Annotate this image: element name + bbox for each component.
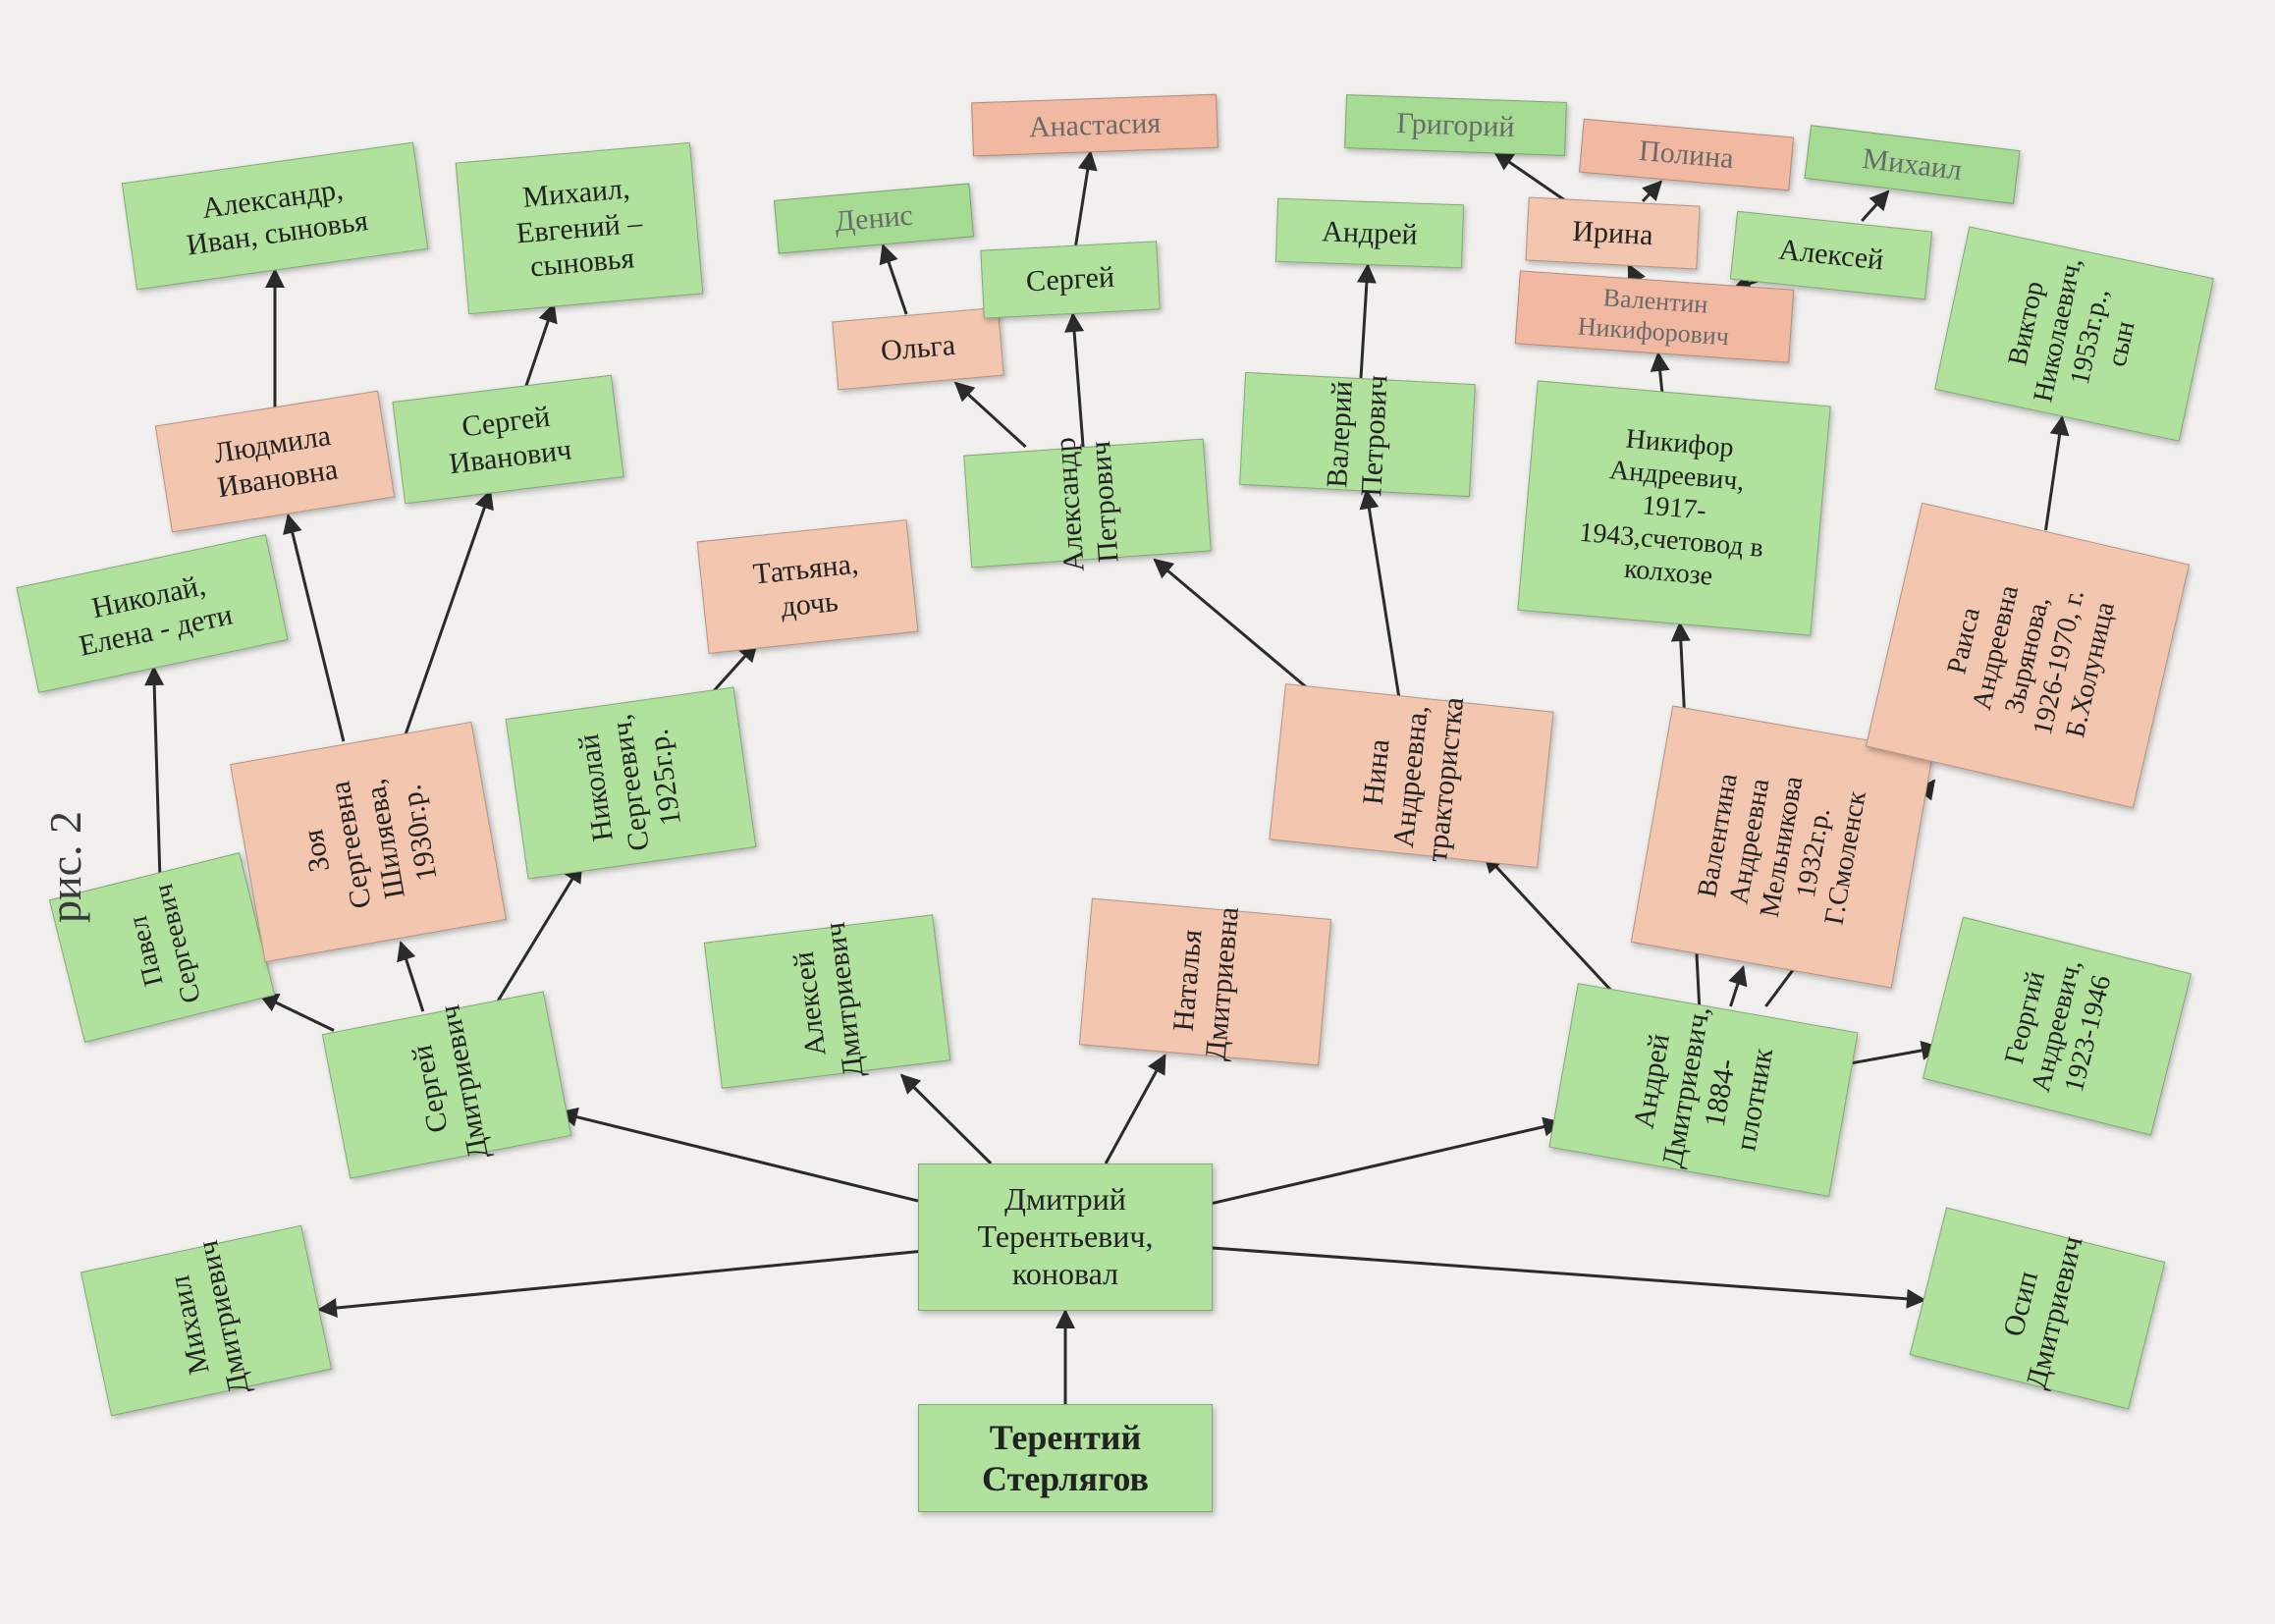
tree-node-label: Ирина <box>1572 214 1654 253</box>
tree-node-label: Нина Андреевна, трактористка <box>1351 688 1472 864</box>
tree-node-label: Александр Петрович <box>1048 434 1126 573</box>
tree-edge <box>1658 353 1662 393</box>
tree-node-alex_ivan: Александр, Иван, сыновья <box>122 142 428 291</box>
tree-node-label: Валерий Петрович <box>1320 372 1395 497</box>
tree-node-label: Георгий Андреевич, 1923-1946 <box>1993 948 2120 1103</box>
tree-node-label: Дмитрий Терентьевич, коновал <box>978 1181 1154 1292</box>
tree-node-label: Валентин Никифорович <box>1577 282 1732 352</box>
tree-node-label: Андрей Дмитриевич, 1884- плотник <box>1621 998 1786 1182</box>
tree-node-sergey2: Сергей <box>980 241 1160 318</box>
tree-node-label: Александр, Иван, сыновья <box>180 169 370 263</box>
tree-edge <box>901 1075 991 1164</box>
tree-edge <box>492 864 582 1011</box>
tree-edge <box>404 491 491 741</box>
tree-node-label: Павел Сергеевич <box>116 881 208 1014</box>
tree-node-label: Михаил Дмитриевич <box>156 1237 256 1404</box>
tree-edge <box>319 1252 918 1310</box>
tree-node-mikh_evg: Михаил, Евгений – сыновья <box>456 142 704 314</box>
tree-node-zoya: Зоя Сергеевна Шиляева, 1930г.р. <box>230 722 507 962</box>
tree-edge <box>1073 314 1083 447</box>
tree-node-terentiy: Терентий Стерлягов <box>918 1404 1213 1512</box>
tree-edge <box>1213 1248 1924 1300</box>
tree-node-label: Зоя Сергеевна Шиляева, 1930г.р. <box>289 767 448 917</box>
tree-node-alex_p: Александр Петрович <box>963 439 1211 568</box>
tree-node-label: Никифор Андреевич, 1917- 1943,счетовод в… <box>1575 419 1773 597</box>
tree-edge <box>1106 1056 1165 1164</box>
tree-node-label: Анастасия <box>1028 105 1161 144</box>
tree-node-georgiy: Георгий Андреевич, 1923-1946 <box>1923 916 2192 1135</box>
tree-node-label: Алексей <box>1777 233 1885 278</box>
tree-node-sergey_d: Сергей Дмитриевич <box>322 991 571 1178</box>
tree-edge <box>1361 265 1368 378</box>
tree-node-valeriy_p: Валерий Петрович <box>1239 372 1476 497</box>
tree-node-label: Полина <box>1638 134 1735 177</box>
tree-node-grigoriy: Григорий <box>1344 94 1567 156</box>
tree-node-sergey_i: Сергей Иванович <box>392 375 623 505</box>
tree-node-label: Татьяна, дочь <box>751 547 863 627</box>
tree-node-label: Николай Сергеевич, 1925г.р. <box>569 708 692 858</box>
tree-node-valentin_n: Валентин Никифорович <box>1515 270 1795 362</box>
tree-node-label: Людмила Ивановна <box>210 417 341 505</box>
tree-node-label: Григорий <box>1396 106 1515 145</box>
tree-node-label: Виктор Николаевич, 1953г.р., сын <box>1995 248 2152 418</box>
tree-node-label: Терентий Стерлягов <box>982 1417 1149 1500</box>
tree-edge <box>1076 152 1091 245</box>
tree-node-label: Осип Дмитриевич <box>1984 1224 2089 1392</box>
page-label: рис. 2 <box>39 811 91 923</box>
tree-node-nik_elena: Николай, Елена - дети <box>16 534 288 693</box>
tree-node-andrey_d: Андрей Дмитриевич, 1884- плотник <box>1548 983 1858 1197</box>
tree-node-label: Валентина Андреевна Мельникова 1932г.р. … <box>1690 763 1874 932</box>
tree-node-nina: Нина Андреевна, трактористка <box>1269 683 1553 868</box>
tree-node-label: Николай, Елена - дети <box>69 564 236 664</box>
tree-node-label: Раиса Андреевна Зырянова, 1926-1970, г. … <box>1932 566 2124 746</box>
tree-edge <box>955 383 1025 447</box>
tree-edge <box>1485 854 1626 1006</box>
tree-edge <box>1731 967 1744 1006</box>
tree-node-tatyana: Татьяна, дочь <box>697 519 919 654</box>
tree-edge <box>2046 417 2063 530</box>
tree-edge <box>289 515 344 741</box>
tree-edge <box>1155 560 1319 697</box>
tree-node-osip_d: Осип Дмитриевич <box>1910 1207 2166 1409</box>
tree-edge <box>401 943 423 1011</box>
tree-node-irina: Ирина <box>1525 196 1700 269</box>
tree-edge <box>1495 152 1567 201</box>
tree-edge <box>1367 491 1399 697</box>
tree-edge <box>1862 191 1888 221</box>
tree-edge <box>154 668 160 874</box>
tree-node-viktor: Виктор Николаевич, 1953г.р., сын <box>1934 226 2214 441</box>
tree-node-natalya_d: Наталья Дмитриевна <box>1079 898 1331 1066</box>
tree-node-andrey2: Андрей <box>1275 198 1464 269</box>
tree-node-aleksey_d: Алексей Дмитриевич <box>704 914 951 1089</box>
tree-edge <box>883 245 906 314</box>
tree-node-mikhail2: Михаил <box>1804 125 2020 204</box>
tree-node-mikhail_d: Михаил Дмитриевич <box>81 1225 332 1417</box>
tree-node-lyudmila: Людмила Ивановна <box>155 391 395 533</box>
tree-node-label: Сергей Иванович <box>443 398 573 482</box>
tree-node-label: Алексей Дмитриевич <box>784 920 872 1083</box>
tree-node-label: Михаил <box>1861 141 1964 189</box>
tree-node-label: Михаил, Евгений – сыновья <box>512 171 646 286</box>
tree-node-label: Ольга <box>880 328 957 369</box>
tree-node-label: Наталья Дмитриевна <box>1164 902 1246 1061</box>
tree-edge <box>525 304 554 388</box>
tree-edge <box>1846 1048 1939 1064</box>
tree-node-label: Сергей <box>1025 260 1115 299</box>
tree-node-label: Андрей <box>1322 214 1419 252</box>
tree-node-nikolay_s: Николай Сергеевич, 1925г.р. <box>506 686 757 879</box>
tree-edge <box>560 1112 918 1201</box>
tree-node-anastasia: Анастасия <box>971 94 1219 157</box>
tree-node-polina: Полина <box>1579 119 1794 191</box>
tree-edge <box>1643 182 1661 201</box>
tree-edge <box>260 995 334 1030</box>
tree-node-nikifor: Никифор Андреевич, 1917- 1943,счетовод в… <box>1517 380 1830 635</box>
tree-node-denis: Денис <box>774 183 974 253</box>
tree-node-olga: Ольга <box>832 307 1003 391</box>
tree-node-dmitriy: Дмитрий Терентьевич, коновал <box>918 1164 1213 1311</box>
family-tree-canvas: Терентий Стерлягов Дмитрий Терентьевич, к… <box>0 0 2275 1624</box>
tree-node-label: Сергей Дмитриевич <box>398 1001 496 1167</box>
tree-edge <box>1213 1123 1561 1204</box>
tree-node-label: Денис <box>834 197 914 239</box>
